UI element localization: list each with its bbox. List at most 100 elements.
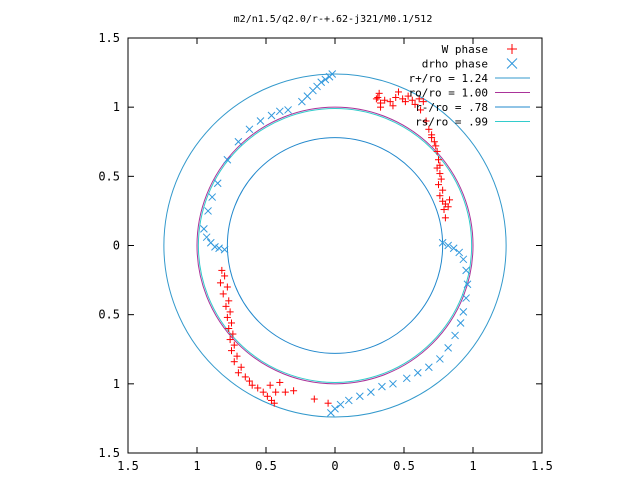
w-phase-point — [433, 147, 441, 155]
w-phase-point — [248, 381, 256, 389]
drho-phase-point — [451, 331, 459, 340]
drho-phase-point — [267, 111, 276, 120]
drho-phase-point — [444, 241, 453, 250]
legend-label: rs/ro = .99 — [415, 116, 488, 129]
w-phase-point — [237, 363, 245, 371]
drho-phase-point — [344, 396, 353, 405]
w-phase-point — [216, 279, 224, 287]
w-phase-point — [226, 336, 234, 344]
drho-phase-point — [378, 382, 386, 391]
x-tick-label: 0 — [331, 459, 338, 473]
w-phase-point — [435, 181, 442, 189]
drho-phase-point — [336, 400, 345, 409]
drho-phase-point — [436, 355, 444, 363]
drho-phase-point — [459, 308, 468, 316]
w-phase-point — [230, 358, 238, 366]
x-tick-label: 0.5 — [255, 459, 277, 473]
w-phase-point — [422, 117, 430, 125]
drho-phase-point — [245, 125, 254, 134]
w-phase-point — [223, 283, 231, 291]
y-tick-label: 1 — [113, 100, 120, 114]
drho-phase-point — [327, 409, 335, 417]
w-phase-point — [415, 95, 423, 103]
drho-phase-point — [208, 193, 217, 201]
legend-swatch — [506, 58, 518, 69]
w-phase-point — [436, 170, 444, 178]
w-phase-point — [446, 196, 454, 204]
w-phase-point — [381, 96, 389, 104]
w-phase-point — [241, 373, 249, 381]
w-phase-point — [263, 392, 271, 400]
drho-phase-point — [275, 107, 284, 116]
legend-label: ro/ro = 1.00 — [409, 87, 488, 100]
data-points — [200, 70, 472, 417]
w-phase-point — [226, 308, 234, 316]
w-phase-point — [228, 319, 235, 327]
y-tick-label: 1.5 — [98, 446, 120, 460]
w-phase-point — [228, 347, 235, 355]
drho-phase-point — [321, 75, 330, 84]
legend-label: r+/ro = 1.24 — [409, 72, 489, 85]
x-tick-label: 1.5 — [117, 459, 139, 473]
w-phase-point — [411, 100, 419, 108]
drho-phase-point — [256, 117, 265, 125]
reference-circle — [196, 106, 474, 385]
drho-phase-point — [424, 363, 433, 372]
w-phase-point — [290, 387, 298, 395]
drho-phase-point — [325, 72, 334, 81]
drho-phase-point — [449, 244, 458, 253]
w-phase-point — [392, 93, 400, 101]
legend-label: W phase — [442, 43, 488, 56]
w-phase-point — [377, 103, 385, 111]
axis-ticks: 1.5 1 0.5 0 0.5 1 1.51.510.500.511.5 — [98, 31, 553, 473]
w-phase-point — [276, 378, 284, 386]
drho-phase-point — [463, 280, 472, 289]
w-phase-point — [225, 297, 233, 305]
w-phase-point — [372, 95, 380, 103]
drho-phase-point — [389, 379, 397, 388]
y-tick-label: 0.5 — [98, 308, 120, 322]
w-phase-point — [389, 102, 397, 110]
w-phase-point — [229, 330, 237, 338]
chart-title: m2/n1.5/q2.0/r-+.62-j321/M0.1/512 — [234, 14, 433, 25]
w-phase-point — [444, 203, 452, 211]
legend-label: r-/ro = .78 — [415, 101, 488, 114]
x-tick-label: 1.5 — [531, 459, 553, 473]
w-phase-point — [408, 96, 416, 104]
drho-phase-point — [202, 233, 211, 242]
drho-phase-point — [462, 266, 470, 275]
reference-circle — [197, 108, 473, 383]
w-phase-point — [324, 399, 332, 407]
drho-phase-point — [200, 225, 208, 233]
drho-phase-point — [223, 155, 232, 164]
w-phase-point — [428, 134, 436, 142]
y-tick-label: 0 — [113, 239, 120, 253]
w-phase-point — [270, 399, 278, 407]
drho-phase-point — [220, 245, 229, 254]
drho-phase-point — [211, 243, 219, 251]
legend-swatch — [507, 44, 517, 54]
drho-phase-point — [234, 137, 243, 146]
w-phase-point — [266, 381, 274, 389]
w-phase-point — [234, 369, 242, 377]
w-phase-point — [432, 142, 440, 150]
w-phase-point — [218, 266, 226, 274]
drho-phase-point — [444, 344, 453, 352]
reference-circle — [226, 137, 444, 354]
w-phase-point — [404, 92, 412, 100]
w-phase-point — [259, 388, 267, 396]
w-phase-point — [230, 341, 238, 349]
y-tick-label: 0.5 — [98, 169, 120, 183]
reference-circle — [163, 73, 507, 418]
w-phase-point — [433, 164, 441, 172]
w-phase-point — [440, 206, 448, 214]
w-phase-point — [223, 313, 231, 321]
drho-phase-point — [413, 368, 422, 377]
legend-label: drho phase — [422, 58, 488, 71]
w-phase-point — [436, 192, 444, 200]
y-tick-label: 1.5 — [98, 31, 120, 45]
w-phase-point — [435, 156, 442, 164]
drho-phase-point — [438, 238, 447, 247]
drho-phase-point — [456, 319, 465, 327]
